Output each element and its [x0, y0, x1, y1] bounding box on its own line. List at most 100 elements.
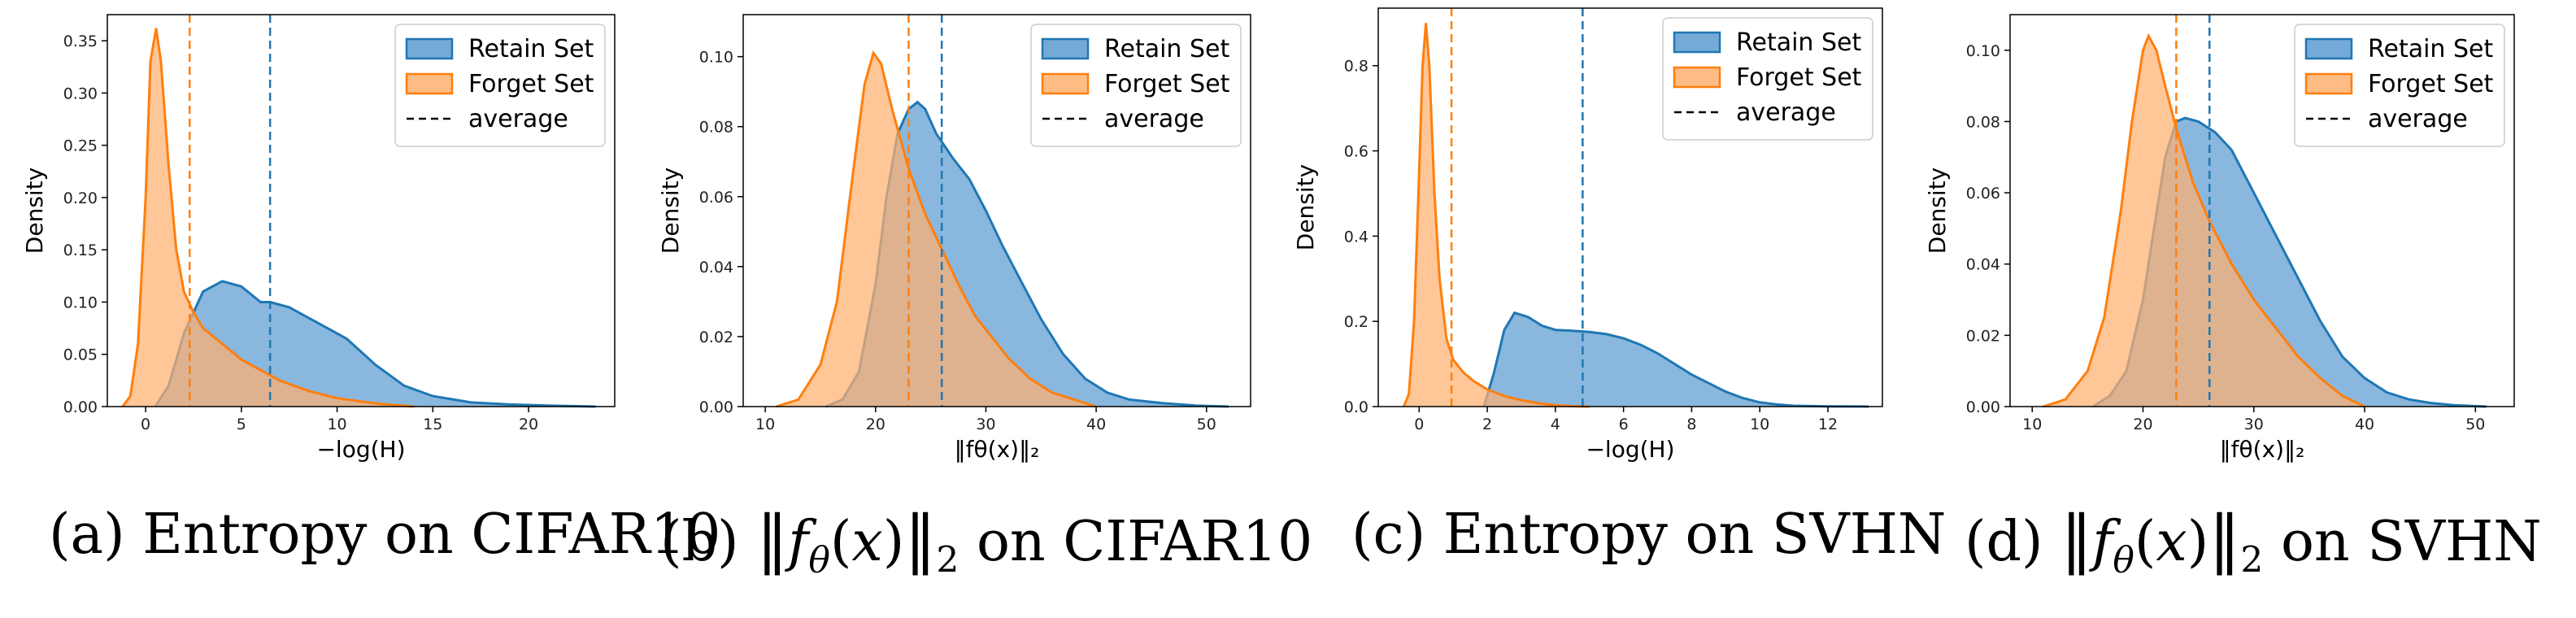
x-tick-label-a: 5: [237, 416, 246, 433]
panel-b: 10 20 30 40 50 0.00 0.02 0.04 0.06 0.08 0.10 ‖fθ(x)…: [657, 14, 1251, 463]
panel-a: 0 5 10 15 20 0.00 0.05 0.10 0.15 0.20 0.25 0.30 0.35…: [21, 14, 616, 463]
x-tick-label-d: 50: [2465, 416, 2485, 433]
legend-retain-swatch-c: [1673, 31, 1721, 54]
forget-area-b: [776, 53, 1097, 407]
y-tick-label-d: 0.06: [1966, 185, 2000, 202]
x-tick-label-d: 10: [2022, 416, 2042, 433]
x-tick-label-c: 2: [1482, 416, 1492, 433]
x-tick-label-d: 30: [2244, 416, 2264, 433]
legend-retain-label-c: Retain Set: [1736, 28, 1861, 57]
retain-curve-c: [1482, 311, 1869, 408]
y-tick-label-c: 0.6: [1344, 143, 1368, 161]
figure-canvas: 0 5 10 15 200.000.050.100.150.200.250.300.35…: [21, 7, 2515, 463]
y-axis-label-d: Density: [1924, 168, 1951, 254]
axes-frame-a: [107, 14, 616, 407]
legend-forget-label-c: Forget Set: [1736, 63, 1862, 92]
y-tick-label-a: 0.05: [63, 346, 98, 364]
y-tick-label-c: 0.8: [1344, 58, 1368, 76]
caption-a: (a) Entropy on CIFAR10: [49, 503, 720, 567]
legend-forget-swatch-d: [2304, 72, 2353, 95]
y-tick-label-b: 0.06: [699, 189, 733, 207]
y-axis-label-a: Density: [21, 168, 48, 254]
y-tick-label-d: 0.04: [1966, 256, 2000, 274]
legend-a: Retain Set Forget Set average: [394, 24, 606, 147]
legend-average-label-a: average: [468, 105, 568, 133]
y-tick-label-a: 0.00: [63, 398, 98, 416]
retain-area-c: [1483, 312, 1869, 407]
caption-d-suffix: on SVHN: [2280, 510, 2542, 574]
legend-retain-label-b: Retain Set: [1104, 35, 1229, 63]
y-axis-label-b: Density: [657, 168, 684, 254]
y-tick-label-d: 0.10: [1966, 42, 2000, 60]
caption-b-math: ‖fθ(x)‖2: [756, 503, 959, 581]
x-axis-label-a: −log(H): [316, 436, 405, 463]
x-tick-label-b: 10: [755, 416, 775, 433]
x-tick-label-c: 10: [1750, 416, 1769, 433]
x-tick-label-c: 12: [1818, 416, 1838, 433]
forget-curve-b: [776, 50, 1097, 408]
x-tick-label-c: 0: [1414, 416, 1424, 433]
y-tick-label-b: 0.04: [699, 259, 733, 276]
x-tick-label-c: 6: [1619, 416, 1629, 433]
legend-retain-swatch-d: [2304, 37, 2353, 60]
y-tick-label-a: 0.20: [63, 189, 98, 207]
legend-retain-label-d: Retain Set: [2368, 35, 2493, 63]
x-axis-label-b: ‖fθ(x)‖₂: [955, 436, 1040, 463]
caption-d-math: ‖fθ(x)‖2: [2060, 503, 2264, 581]
x-axis-label-d: ‖fθ(x)‖₂: [2220, 436, 2305, 463]
axes-frame-c: [1377, 7, 1883, 407]
legend-forget-swatch-b: [1041, 72, 1090, 95]
caption-d: (d) ‖fθ(x)‖2 on SVHN: [1965, 503, 2542, 581]
x-tick-label-d: 20: [2133, 416, 2152, 433]
legend-b: Retain Set Forget Set average: [1030, 24, 1242, 147]
axes-frame-b: [742, 14, 1251, 407]
x-tick-label-a: 0: [141, 416, 150, 433]
legend-average-label-b: average: [1104, 105, 1204, 133]
legend-average-label-c: average: [1736, 98, 1836, 127]
legend-retain-swatch-b: [1041, 37, 1090, 60]
x-tick-label-d: 40: [2355, 416, 2374, 433]
x-tick-label-a: 10: [327, 416, 346, 433]
forget-area-a: [122, 28, 414, 407]
y-tick-label-b: 0.10: [699, 49, 733, 67]
y-tick-label-c: 0.0: [1344, 398, 1368, 416]
x-tick-label-a: 20: [519, 416, 538, 433]
y-tick-label-d: 0.00: [1966, 398, 2000, 416]
y-tick-label-a: 0.30: [63, 85, 98, 102]
y-tick-label-d: 0.08: [1966, 113, 2000, 131]
x-tick-label-c: 8: [1686, 416, 1696, 433]
y-tick-label-b: 0.00: [699, 398, 733, 416]
x-tick-label-c: 4: [1551, 416, 1560, 433]
legend-average-label-d: average: [2368, 105, 2468, 133]
y-tick-label-a: 0.25: [63, 137, 98, 155]
panel-c: 0 2 4 6 8 10 12 0.0 0.2 0.4 0.6 0.8 −log(H) Density Re…: [1292, 7, 1883, 463]
retain-curve-a: [154, 280, 596, 408]
x-tick-label-b: 50: [1197, 416, 1216, 433]
forget-curve-d: [2043, 33, 2365, 408]
x-axis-label-c: −log(H): [1586, 436, 1674, 463]
legend-retain-label-a: Retain Set: [468, 35, 594, 63]
x-tick-label-b: 20: [866, 416, 886, 433]
legend-forget-swatch-c: [1673, 66, 1721, 89]
axes-frame-d: [2009, 14, 2515, 407]
y-tick-label-d: 0.02: [1966, 327, 2000, 345]
legend-c: Retain Set Forget Set average: [1662, 17, 1873, 141]
legend-forget-swatch-a: [405, 72, 454, 95]
forget-curve-c: [1403, 23, 1590, 408]
legend-forget-label-d: Forget Set: [2368, 70, 2494, 98]
forget-area-c: [1403, 23, 1590, 407]
legend-forget-label-b: Forget Set: [1104, 70, 1230, 98]
x-tick-label-b: 30: [976, 416, 995, 433]
caption-b-prefix: (b): [660, 510, 739, 574]
y-tick-label-c: 0.2: [1344, 313, 1368, 331]
x-tick-label-a: 15: [423, 416, 442, 433]
panel-d: 10 20 30 40 50 0.00 0.02 0.04 0.06 0.08 0.10 ‖fθ(x)…: [1924, 14, 2515, 463]
caption-d-prefix: (d): [1965, 510, 2043, 574]
legend-forget-label-a: Forget Set: [468, 70, 594, 98]
caption-c-text: (c) Entropy on SVHN: [1351, 503, 1947, 567]
legend-d: Retain Set Forget Set average: [2294, 24, 2505, 147]
y-tick-label-a: 0.35: [63, 33, 98, 50]
y-axis-label-c: Density: [1292, 164, 1319, 250]
y-tick-label-a: 0.10: [63, 294, 98, 311]
legend-retain-swatch-a: [405, 37, 454, 60]
